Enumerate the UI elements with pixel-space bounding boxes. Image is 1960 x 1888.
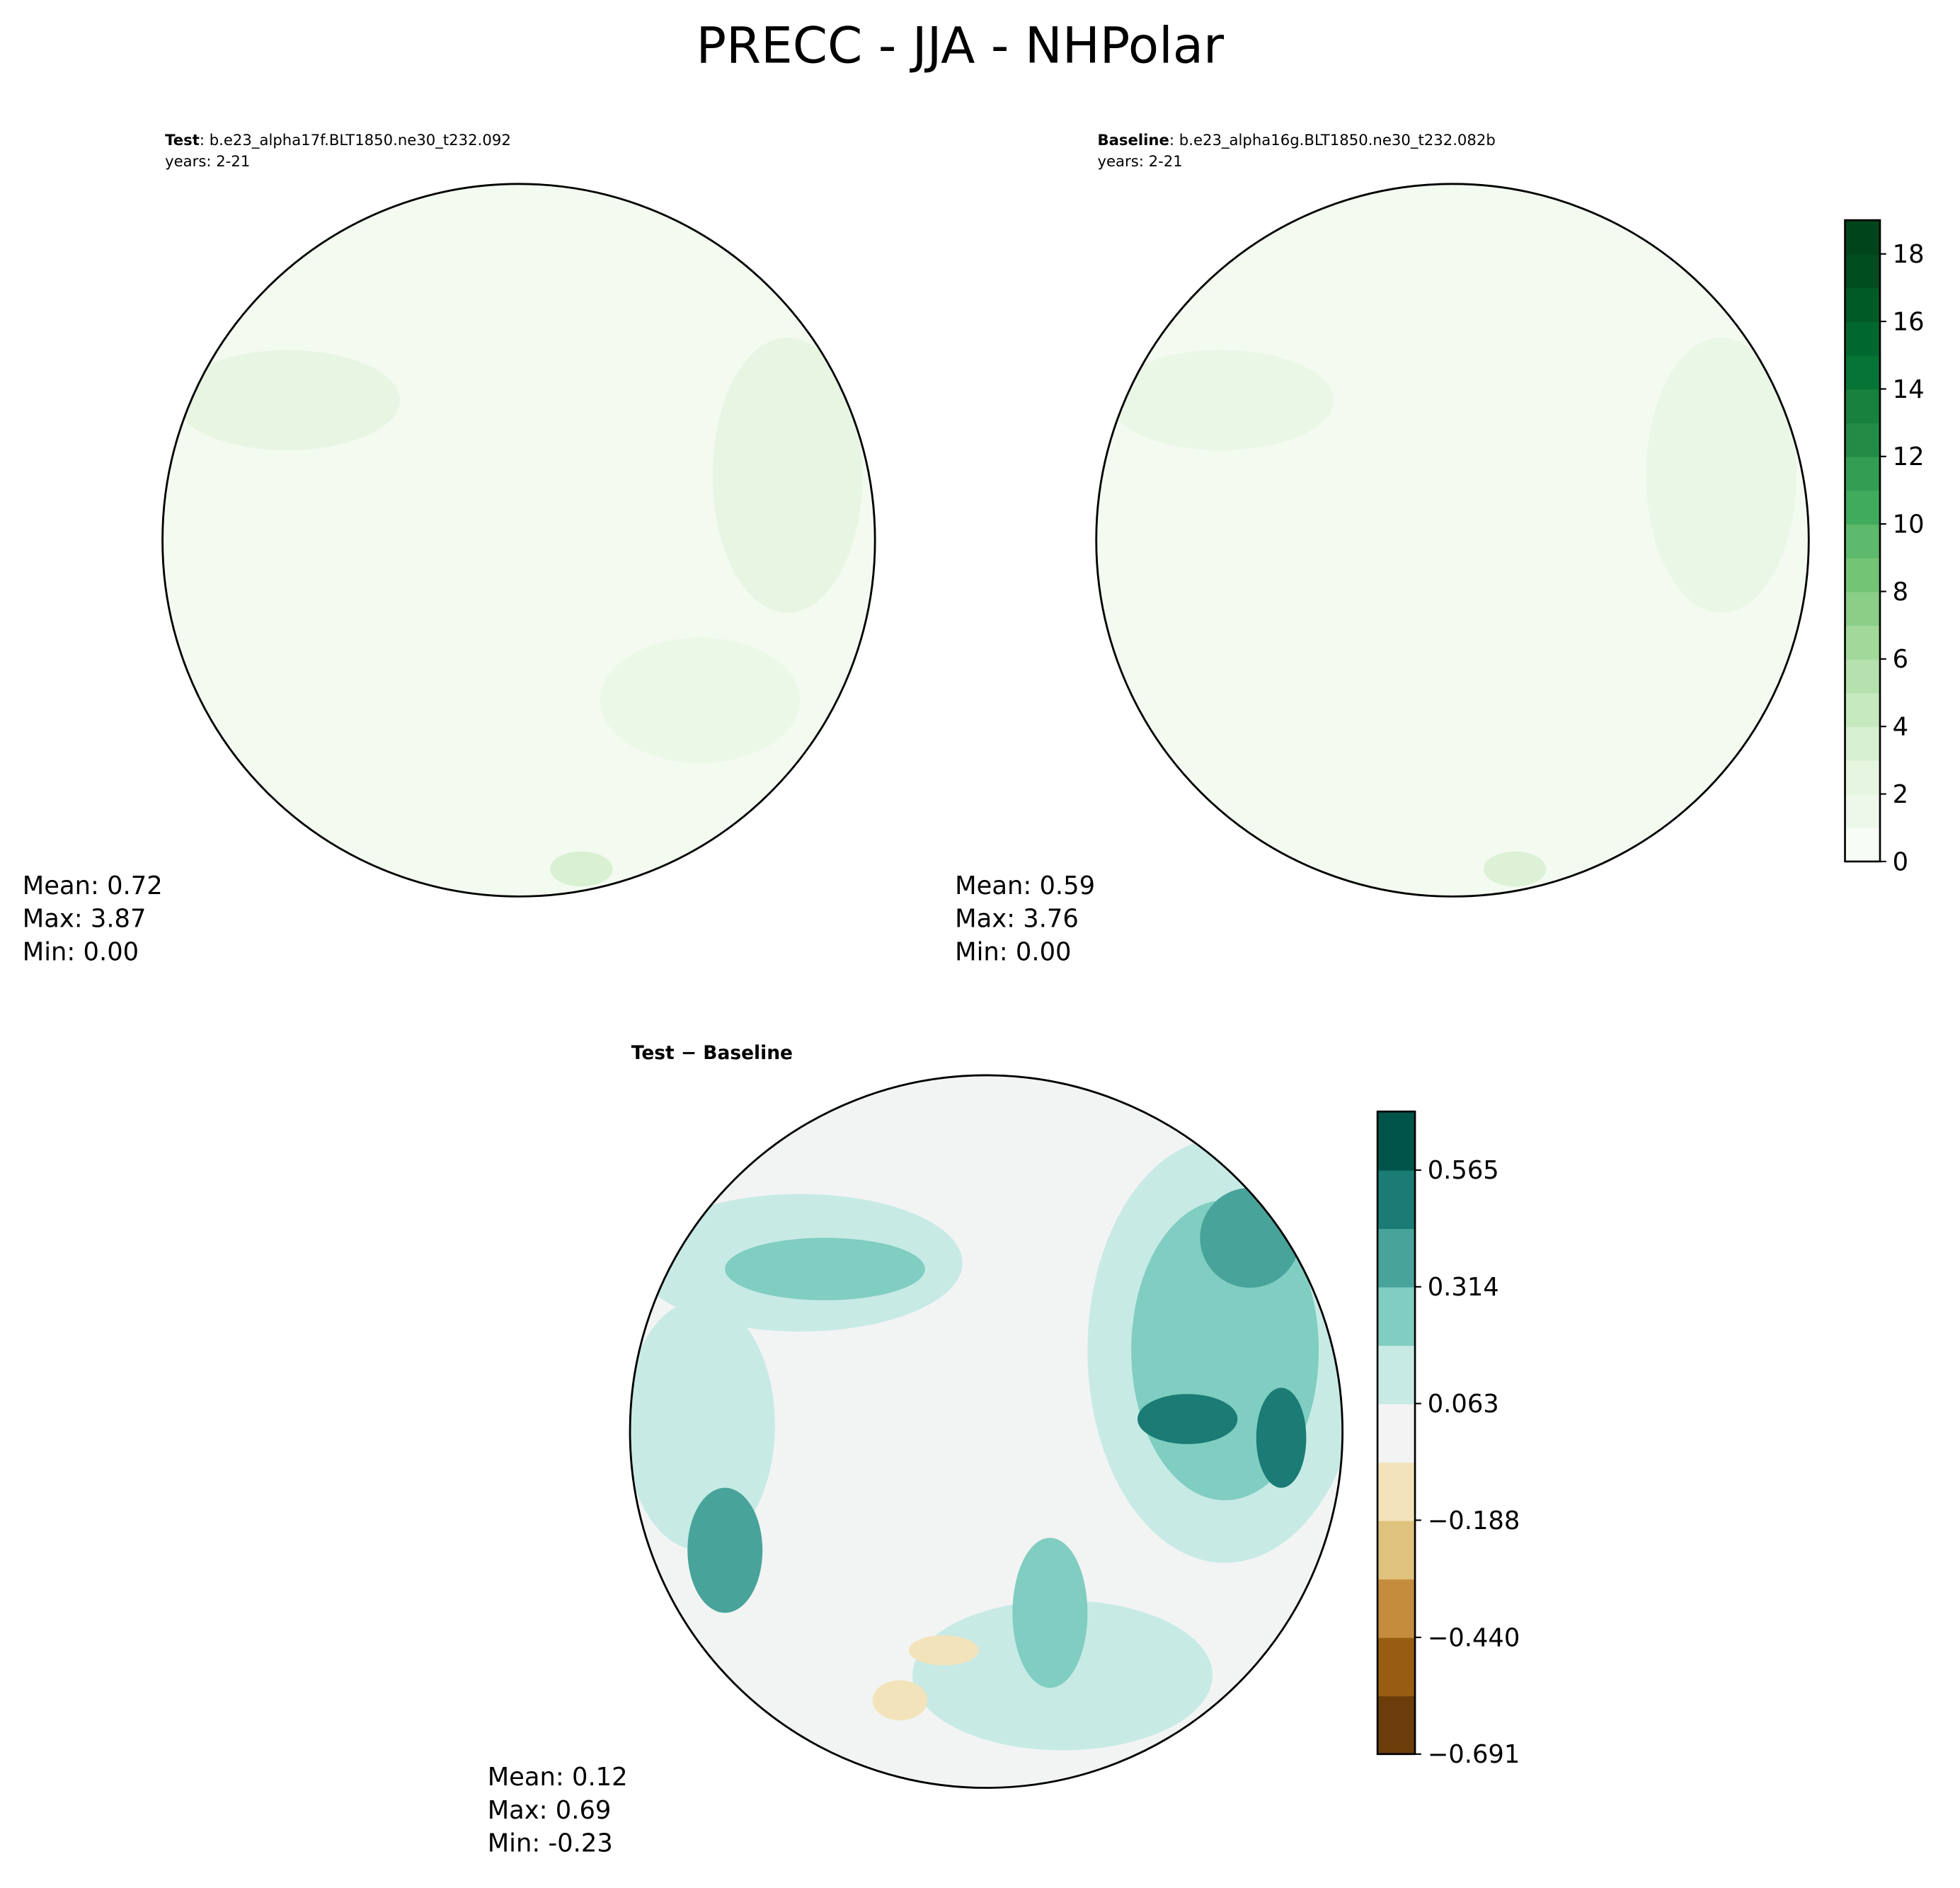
- colorbar-tick-label: 18: [1893, 240, 1925, 269]
- colorbar-level: [1845, 355, 1880, 390]
- colorbar-level: [1845, 287, 1880, 322]
- stat: Mean: 0.59: [955, 871, 1095, 900]
- map-boundary: [161, 183, 876, 898]
- case-name: : b.e23_alpha17f.BLT1850.ne30_t232.092: [200, 131, 511, 149]
- case-label: Baseline: b.e23_alpha16g.BLT1850.ne30_t2…: [1097, 131, 1495, 149]
- years: years: 2-21: [1097, 152, 1182, 170]
- colorbar-level: [1377, 1228, 1416, 1288]
- colorbar-level: [1377, 1520, 1416, 1580]
- colorbar-level: [1845, 456, 1880, 491]
- stat: Mean: 0.72: [23, 871, 163, 900]
- colorbar-level: [1845, 253, 1880, 289]
- colorbar-level: [1377, 1286, 1416, 1346]
- stat: Min: 0.00: [23, 937, 139, 966]
- colorbar-level: [1377, 1345, 1416, 1404]
- colorbar-level: [1845, 524, 1880, 559]
- colorbar-level: [1845, 321, 1880, 356]
- colorbar-tick-label: 0: [1893, 847, 1908, 876]
- colorbar-tick-label: 0.063: [1428, 1390, 1499, 1419]
- colorbar-level: [1845, 760, 1880, 795]
- stat: Max: 3.87: [23, 905, 147, 934]
- map-field: [630, 1075, 1343, 1788]
- case-label-bold: Baseline: [1097, 131, 1169, 149]
- colorbar-level: [1377, 1462, 1416, 1521]
- colorbar-level: [1845, 490, 1880, 525]
- stat: Mean: 0.12: [488, 1763, 628, 1792]
- stat: Max: 0.69: [488, 1796, 612, 1825]
- colorbar-tick-label: 0.314: [1428, 1273, 1499, 1302]
- colorbar-level: [1845, 423, 1880, 457]
- stat: Min: 0.00: [955, 937, 1071, 966]
- colorbar-tick-label: 14: [1893, 375, 1925, 404]
- map-field: [1096, 183, 1809, 897]
- colorbar-frame: [1376, 1110, 1416, 1756]
- map-field: [162, 183, 876, 897]
- colorbar-level: [1845, 658, 1880, 694]
- colorbar-tick-label: 4: [1893, 713, 1908, 742]
- colorbar-level: [1845, 557, 1880, 593]
- colorbar-level: [1845, 726, 1880, 761]
- colorbar-tick-label: 16: [1893, 307, 1925, 336]
- colorbar-tick-label: 0.565: [1428, 1156, 1499, 1185]
- colorbar-level: [1845, 692, 1880, 728]
- colorbar-frame: [1844, 219, 1881, 863]
- figure-title: PRECC - JJA - NHPolar: [696, 16, 1225, 75]
- case-name: : b.e23_alpha16g.BLT1850.ne30_t232.082b: [1169, 131, 1496, 149]
- colorbar-level: [1845, 220, 1880, 255]
- colorbar-level: [1845, 625, 1880, 660]
- colorbar-level: [1377, 1579, 1416, 1638]
- colorbar-tick-label: 10: [1893, 510, 1925, 539]
- stat: Min: -0.23: [488, 1829, 613, 1858]
- colorbar-level: [1845, 828, 1880, 862]
- colorbar-tick-label: −0.691: [1428, 1740, 1520, 1769]
- case-label: Test: b.e23_alpha17f.BLT1850.ne30_t232.0…: [165, 131, 511, 149]
- stat: Max: 3.76: [955, 905, 1079, 934]
- colorbar-tick-label: −0.440: [1428, 1623, 1520, 1652]
- map-boundary: [629, 1074, 1344, 1789]
- colorbar-level: [1845, 794, 1880, 829]
- case-label-bold: Test: [165, 131, 200, 149]
- map-boundary: [1095, 183, 1810, 898]
- years: years: 2-21: [165, 152, 250, 170]
- colorbar-tick-label: 2: [1893, 780, 1908, 809]
- colorbar-tick-label: 12: [1893, 442, 1925, 471]
- colorbar-level: [1377, 1695, 1416, 1755]
- colorbar-level: [1845, 389, 1880, 423]
- colorbar-tick-label: 8: [1893, 578, 1908, 607]
- colorbar-tick-label: 6: [1893, 645, 1908, 674]
- colorbar-level: [1377, 1169, 1416, 1230]
- colorbar-level: [1377, 1637, 1416, 1697]
- panel-title: Test − Baseline: [631, 1042, 793, 1064]
- colorbar-tick-label: −0.188: [1428, 1506, 1520, 1535]
- colorbar-level: [1845, 591, 1880, 627]
- colorbar-level: [1377, 1403, 1416, 1463]
- colorbar-level: [1377, 1111, 1416, 1171]
